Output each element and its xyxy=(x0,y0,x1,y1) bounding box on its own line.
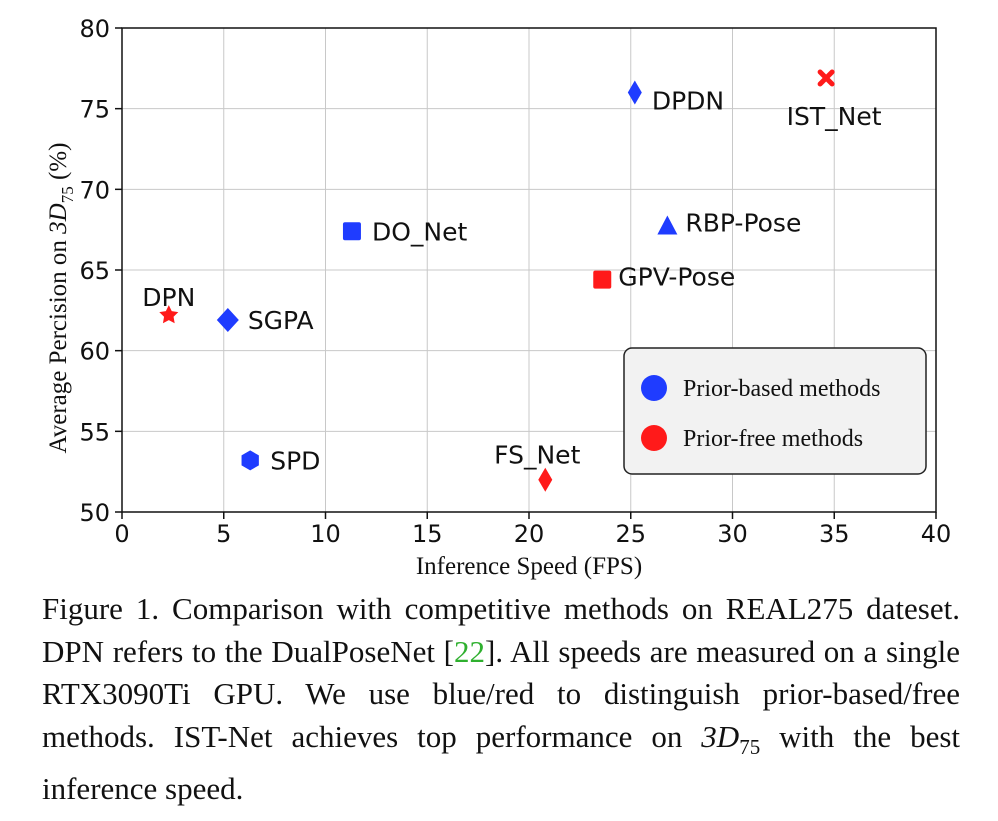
caption-text-3: with the best inference speed. xyxy=(42,718,961,807)
caption-text-2: ]. All speeds are measured on a single R… xyxy=(42,633,960,754)
y-label-suffix: (%) xyxy=(45,143,72,187)
point-thin-diamond xyxy=(538,467,553,492)
axes xyxy=(115,27,937,519)
plot-frame xyxy=(121,27,937,513)
point-star xyxy=(159,305,179,324)
caption-math-sub: 75 xyxy=(739,734,761,759)
point-x-stroke xyxy=(817,69,835,87)
citation-link[interactable]: 22 xyxy=(454,633,485,669)
point-label: IST_Net xyxy=(787,102,882,131)
x-tick-label: 0 xyxy=(114,520,129,548)
point-label: FS_Net xyxy=(494,441,580,470)
point-label: RBP-Pose xyxy=(685,208,801,237)
data-points: DPDN IST_Net DO_Net RBP-Pose GPV-Pose DPN SGPA… xyxy=(142,69,882,492)
caption-math-var: 3D xyxy=(701,718,740,754)
point-diamond xyxy=(216,308,239,333)
point-triangle xyxy=(657,215,678,235)
point-hexagon xyxy=(241,450,259,471)
x-tick-label: 25 xyxy=(615,520,646,548)
legend-box xyxy=(623,347,927,475)
legend-swatch xyxy=(641,375,667,401)
point-label: SGPA xyxy=(248,306,314,335)
y-label-prefix: Average Percision on xyxy=(45,234,72,454)
point-label: DPDN xyxy=(652,87,724,116)
x-tick-label: 15 xyxy=(412,520,443,548)
point-label: GPV-Pose xyxy=(618,263,735,292)
point-square xyxy=(342,222,361,241)
figure-caption: Figure 1. Comparison with competitive me… xyxy=(42,588,960,811)
tick-labels: 0 5 10 15 20 25 30 35 40 50 55 60 65 70 75 80 xyxy=(79,15,951,548)
legend: Prior-based methods Prior-free methods xyxy=(623,347,927,475)
y-label-var: 3D xyxy=(45,203,72,235)
caption-text-1: Figure 1. Comparison with competitive me… xyxy=(42,591,960,669)
point-label: DO_Net xyxy=(372,217,468,246)
x-tick-label: 5 xyxy=(216,520,231,548)
y-tick-label: 50 xyxy=(79,499,110,527)
point-label: SPD xyxy=(270,446,320,475)
x-tick-label: 20 xyxy=(514,520,545,548)
y-tick-label: 75 xyxy=(79,96,110,124)
point-thin-diamond xyxy=(627,80,642,105)
y-tick-label: 70 xyxy=(79,176,110,204)
x-tick-label: 30 xyxy=(717,520,748,548)
x-tick-label: 40 xyxy=(921,520,952,548)
point-square xyxy=(593,270,612,289)
x-tick-label: 10 xyxy=(310,520,341,548)
x-axis-label: Inference Speed (FPS) xyxy=(416,553,642,580)
legend-label: Prior-free methods xyxy=(683,426,863,452)
y-tick-label: 80 xyxy=(79,15,110,43)
x-tick-label: 35 xyxy=(819,520,850,548)
legend-swatch xyxy=(641,425,667,451)
y-tick-label: 55 xyxy=(79,418,110,446)
point-x xyxy=(817,69,835,87)
y-axis-label: Average Percision on 3D75 (%) xyxy=(45,143,77,454)
point-label: DPN xyxy=(142,283,195,312)
y-tick-label: 65 xyxy=(79,257,110,285)
y-label-sub: 75 xyxy=(58,186,77,203)
y-tick-label: 60 xyxy=(79,338,110,366)
legend-label: Prior-based methods xyxy=(683,376,880,402)
